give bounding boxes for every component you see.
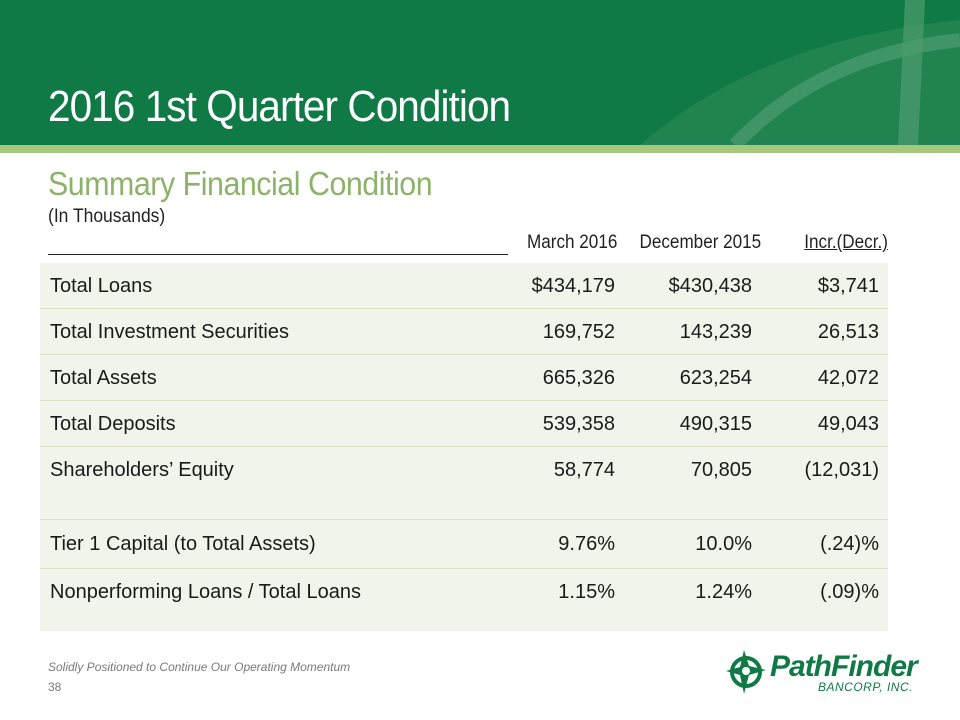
cell-change: 42,072 bbox=[817, 367, 879, 389]
banner-decoration bbox=[640, 0, 960, 145]
table-row: Total Deposits 539,358 490,315 49,043 bbox=[40, 401, 888, 447]
row-label: Total Assets bbox=[50, 367, 157, 389]
compass-logo-icon bbox=[726, 650, 766, 694]
slide-title: 2016 1st Quarter Condition bbox=[48, 82, 511, 131]
table-row: Total Assets 665,326 623,254 42,072 bbox=[40, 355, 888, 401]
units-note: (In Thousands) bbox=[48, 206, 166, 227]
cell-december-2015: 1.24% bbox=[695, 581, 752, 603]
table-row: Total Loans $434,179 $430,438 $3,741 bbox=[40, 263, 888, 309]
company-logo: PathFinder BANCORP, INC. bbox=[726, 648, 918, 696]
cell-december-2015: 143,239 bbox=[679, 321, 752, 343]
table-row: Total Investment Securities 169,752 143,… bbox=[40, 309, 888, 355]
column-header-march-2016: March 2016 bbox=[526, 232, 617, 253]
table-row: Nonperforming Loans / Total Loans 1.15% … bbox=[40, 569, 888, 631]
row-label: Nonperforming Loans / Total Loans bbox=[50, 581, 361, 603]
page-number: 38 bbox=[48, 680, 62, 694]
row-label: Total Deposits bbox=[50, 413, 176, 435]
cell-march-2016: $434,179 bbox=[531, 275, 615, 297]
cell-december-2015: 490,315 bbox=[679, 413, 752, 435]
financial-table: Total Loans $434,179 $430,438 $3,741 Tot… bbox=[40, 263, 888, 631]
header-banner bbox=[0, 0, 960, 145]
cell-change: (.24)% bbox=[820, 533, 879, 555]
cell-change: 26,513 bbox=[817, 321, 879, 343]
cell-december-2015: 10.0% bbox=[695, 533, 752, 555]
cell-december-2015: 623,254 bbox=[679, 367, 752, 389]
cell-march-2016: 169,752 bbox=[542, 321, 615, 343]
cell-change: $3,741 bbox=[817, 275, 879, 297]
banner-stripe bbox=[0, 145, 960, 153]
cell-march-2016: 58,774 bbox=[553, 459, 615, 481]
column-header-change: Incr.(Decr.) bbox=[804, 232, 888, 253]
cell-march-2016: 9.76% bbox=[558, 533, 615, 555]
cell-change: (.09)% bbox=[820, 581, 879, 603]
cell-december-2015: $430,438 bbox=[668, 275, 752, 297]
cell-change: 49,043 bbox=[817, 413, 879, 435]
cell-change: (12,031) bbox=[804, 459, 880, 481]
logo-wordmark: PathFinder bbox=[770, 650, 918, 683]
cell-march-2016: 1.15% bbox=[558, 581, 615, 603]
cell-december-2015: 70,805 bbox=[690, 459, 752, 481]
header-rule bbox=[48, 254, 508, 255]
logo-subtitle: BANCORP, INC. bbox=[818, 680, 913, 694]
row-label: Total Investment Securities bbox=[50, 321, 289, 343]
row-label: Total Loans bbox=[50, 275, 153, 297]
column-header-december-2015: December 2015 bbox=[639, 232, 761, 253]
table-row: Tier 1 Capital (to Total Assets) 9.76% 1… bbox=[40, 520, 888, 569]
row-label: Shareholders’ Equity bbox=[50, 459, 234, 481]
table-row: Shareholders’ Equity 58,774 70,805 (12,0… bbox=[40, 447, 888, 520]
cell-march-2016: 539,358 bbox=[542, 413, 615, 435]
footer-tagline: Solidly Positioned to Continue Our Opera… bbox=[48, 660, 351, 674]
row-label: Tier 1 Capital (to Total Assets) bbox=[50, 533, 316, 555]
cell-march-2016: 665,326 bbox=[542, 367, 615, 389]
slide-subtitle: Summary Financial Condition bbox=[48, 165, 433, 202]
